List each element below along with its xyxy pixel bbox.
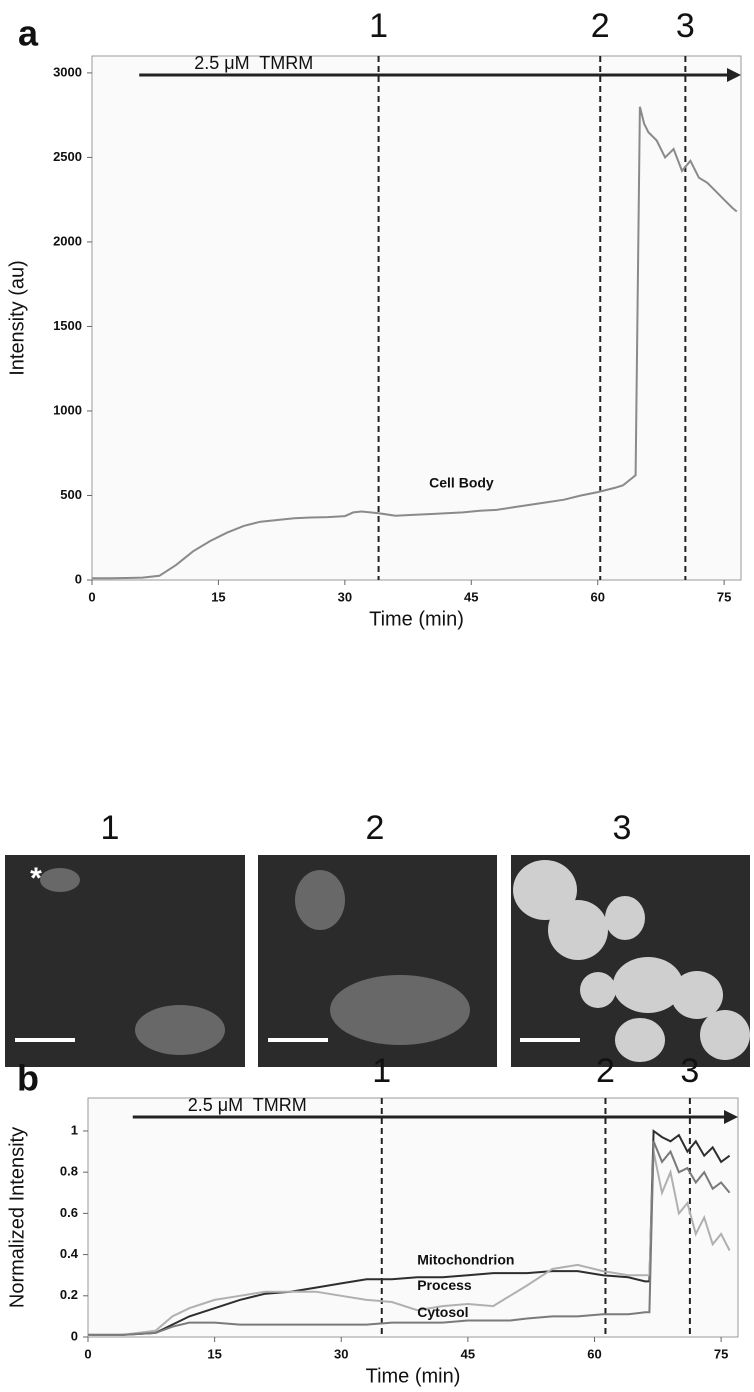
x-tick-label: 0: [88, 589, 95, 604]
panel-letter: a: [18, 13, 39, 54]
x-tick-label: 60: [590, 589, 604, 604]
x-tick-label: 60: [587, 1346, 601, 1361]
panel-letter: b: [17, 1058, 39, 1099]
arrow-label: 2.5 μM TMRM: [188, 1095, 307, 1115]
arrow-head: [724, 1110, 738, 1124]
x-tick-label: 30: [334, 1346, 348, 1361]
marker-label: 2: [596, 1052, 615, 1090]
x-tick-label: 45: [464, 589, 478, 604]
y-axis-label: Intensity (au): [6, 260, 28, 376]
cell-texture: [40, 868, 470, 1055]
y-tick-label: 3000: [53, 64, 82, 79]
marker-label: 1: [369, 7, 388, 45]
series-label: Cytosol: [417, 1304, 468, 1320]
image-label: 3: [613, 809, 632, 847]
series-line: [92, 106, 738, 580]
y-tick-label: 0: [71, 1328, 78, 1343]
x-tick-label: 15: [211, 589, 225, 604]
series-line: [88, 1140, 731, 1336]
y-tick-label: 1000: [53, 402, 82, 417]
x-tick-label: 30: [338, 589, 352, 604]
marker-label: 3: [676, 7, 695, 45]
y-tick-label: 2000: [53, 233, 82, 248]
marker-label: 2: [591, 7, 610, 45]
x-axis-label: Time (min): [369, 608, 464, 630]
plot-area: [87, 1097, 739, 1338]
arrow-head: [727, 68, 741, 82]
marker-label: 1: [372, 1052, 391, 1090]
x-tick-label: 45: [461, 1346, 475, 1361]
plot-area: [91, 55, 742, 581]
y-tick-label: 0.8: [60, 1164, 78, 1179]
y-axis-label: Normalized Intensity: [6, 1127, 28, 1308]
y-tick-label: 0.4: [60, 1246, 79, 1261]
x-tick-label: 0: [84, 1346, 91, 1361]
marker-label: 3: [680, 1052, 699, 1090]
image-label: 2: [366, 809, 385, 847]
series-line: [88, 1129, 731, 1336]
series-label: Mitochondrion: [417, 1251, 514, 1267]
series-label: Process: [417, 1277, 472, 1293]
y-tick-label: 500: [60, 487, 82, 502]
x-tick-label: 75: [717, 589, 731, 604]
image-label: 1: [101, 809, 120, 847]
series-line: [88, 1151, 731, 1336]
series-label: Cell Body: [429, 474, 494, 490]
y-tick-label: 0.2: [60, 1287, 78, 1302]
y-tick-label: 0: [75, 571, 82, 586]
y-tick-label: 1500: [53, 318, 82, 333]
y-tick-label: 2500: [53, 149, 82, 164]
x-axis-label: Time (min): [366, 1365, 461, 1387]
y-tick-label: 0.6: [60, 1205, 78, 1220]
y-tick-label: 1: [71, 1122, 78, 1137]
cells: [513, 860, 750, 1062]
x-tick-label: 75: [714, 1346, 728, 1361]
image-marker: *: [30, 862, 42, 895]
arrow-label: 2.5 μM TMRM: [194, 53, 313, 73]
x-tick-label: 15: [207, 1346, 221, 1361]
